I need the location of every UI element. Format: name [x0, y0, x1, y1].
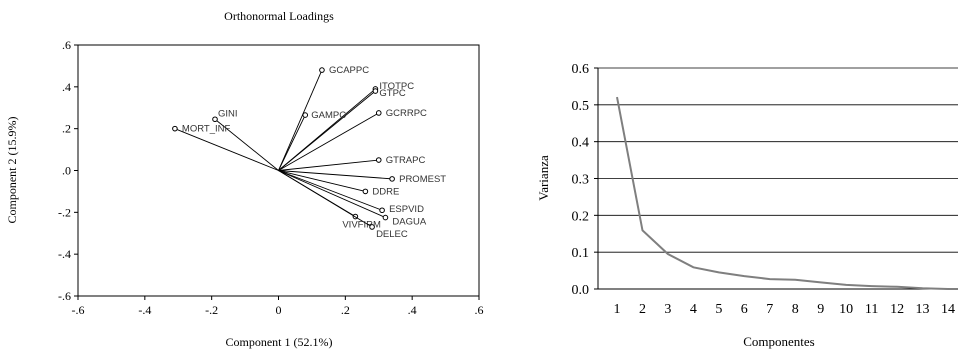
biplot-x-tick-label: 0 [276, 303, 282, 317]
scree-y-axis-label: Varianza [536, 155, 551, 201]
biplot-chart: Orthonormal Loadings -.6 -.4 -.2 0 .2 .4 .6 -.… [5, 9, 484, 349]
scree-x-ticks: 1 2 3 4 5 6 7 8 9 10 11 12 13 14 [614, 302, 956, 317]
scree-x-tick-label: 14 [941, 302, 955, 317]
biplot-vector-gini [214, 118, 279, 171]
biplot-x-ticks: -.6 -.4 -.2 0 .2 .4 .6 [72, 296, 484, 317]
biplot-point-label: ITOTPC [379, 81, 414, 92]
scree-y-tick-label: 0.6 [572, 62, 590, 77]
scree-series-line [616, 96, 949, 290]
biplot-vector-espvid [278, 170, 383, 211]
biplot-y-tick-label: -.4 [58, 247, 71, 261]
biplot-vector-promest [278, 170, 393, 180]
biplot-point-gampc [302, 112, 309, 118]
biplot-point-label: VIVFIRM [342, 220, 381, 231]
biplot-vector-gtpc [278, 90, 376, 171]
biplot-y-axis-label: Component 2 (15.9%) [5, 117, 19, 224]
scree-gridlines [598, 67, 958, 253]
biplot-x-tick-label: -.2 [205, 303, 218, 317]
scree-x-tick-label: 6 [741, 302, 748, 317]
biplot-point-label: GCRRPC [386, 108, 427, 119]
biplot-point-gtrapc [375, 157, 382, 163]
scree-x-tick-label: 4 [690, 302, 697, 317]
scree-x-tick-label: 1 [614, 302, 621, 317]
biplot-point-label: GTRAPC [386, 155, 426, 166]
biplot-point-label: GCAPPC [329, 65, 369, 76]
scree-x-tick-label: 3 [664, 302, 671, 317]
scree-x-tick-label: 10 [839, 302, 853, 317]
biplot-point-gcrrpc [375, 110, 382, 116]
biplot-vector-dagua [278, 170, 386, 218]
biplot-x-tick-label: .4 [408, 303, 417, 317]
biplot-point-label: DAGUA [392, 217, 426, 228]
biplot-point-label: GAMPC [311, 110, 346, 121]
biplot-x-tick-label: .2 [341, 303, 350, 317]
biplot-y-tick-label: -.2 [58, 205, 71, 219]
biplot-vector-delec [278, 170, 373, 228]
biplot-y-tick-label: .6 [62, 38, 71, 52]
scree-x-axis-label: Componentes [743, 334, 815, 349]
biplot-y-tick-label: .4 [62, 80, 71, 94]
biplot-point-label: PROMEST [399, 174, 446, 185]
scree-x-tick-label: 12 [890, 302, 904, 317]
scree-y-tick-label: 0.1 [572, 246, 590, 261]
biplot-point-dagua [382, 214, 389, 221]
biplot-y-tick-label: .0 [62, 164, 71, 178]
biplot-x-axis-label: Component 1 (52.1%) [226, 335, 333, 349]
scree-x-tick-label: 7 [766, 302, 773, 317]
scree-x-tick-label: 9 [817, 302, 824, 317]
biplot-x-tick-label: .6 [475, 303, 484, 317]
biplot-x-tick-label: -.6 [72, 303, 85, 317]
biplot-point-label: DELEC [376, 229, 408, 240]
biplot-vector-gtrapc [278, 159, 379, 171]
scree-chart: 0.00.10.20.30.40.50.6 1 2 3 4 5 6 7 8 9 10 11 12 13 1… [536, 62, 958, 349]
biplot-title: Orthonormal Loadings [224, 9, 334, 23]
scree-x-tick-label: 5 [715, 302, 722, 317]
biplot-point-espvid [379, 207, 385, 214]
scree-y-tick-label: 0.0 [572, 283, 590, 298]
biplot-point-ddre [362, 188, 369, 195]
scree-x-tick-label: 8 [792, 302, 799, 317]
biplot-point-label: GTPC [379, 88, 406, 99]
scree-x-tick-label: 13 [916, 302, 930, 317]
biplot-point-label: ESPVID [389, 204, 424, 215]
biplot-point-delec [369, 224, 375, 230]
biplot-point-label: MORT_INF [182, 124, 231, 135]
scree-y-tick-label: 0.2 [572, 209, 590, 224]
biplot-vector-gampc [278, 114, 306, 171]
biplot-x-tick-label: -.4 [138, 303, 151, 317]
biplot-vector-gcappc [278, 69, 323, 171]
biplot-point-promest [389, 176, 395, 182]
biplot-point-gini [212, 116, 218, 123]
biplot-point-label: GINI [218, 108, 238, 119]
biplot-y-tick-label: .2 [62, 122, 71, 136]
scree-y-tick-label: 0.4 [572, 136, 590, 151]
scree-x-tick-label: 11 [865, 302, 878, 317]
biplot-y-tick-label: -.6 [58, 289, 71, 303]
biplot-vector-ddre [278, 170, 366, 192]
biplot-point-gcappc [319, 67, 325, 73]
biplot-y-ticks: -.6 -.4 -.2 .0 .2 .4 .6 [58, 38, 78, 303]
scree-x-tick-label: 2 [639, 302, 646, 317]
scree-y-ticks: 0.0 0.1 0.2 0.3 0.4 0.5 0.6 [572, 62, 598, 298]
biplot-point-gtpc [372, 88, 379, 94]
scree-y-tick-label: 0.5 [572, 99, 590, 114]
biplot-vector-mort-inf [174, 128, 279, 171]
biplot-point-label: DDRE [372, 186, 399, 197]
scree-y-tick-label: 0.3 [572, 173, 590, 188]
biplot-point-mort-inf [172, 125, 178, 132]
biplot-vector-gcrrpc [278, 112, 379, 171]
